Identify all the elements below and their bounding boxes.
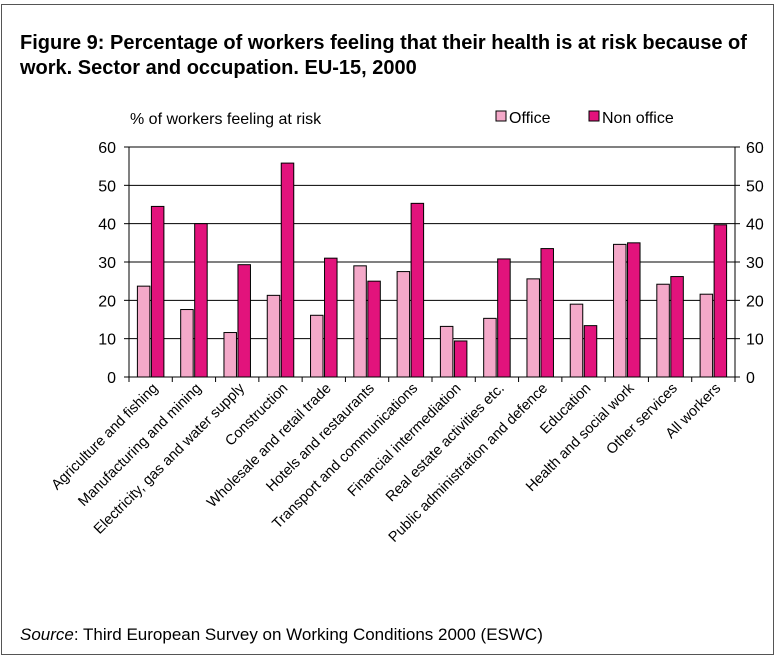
bar-office — [396, 271, 411, 378]
bar-office — [656, 283, 670, 378]
y-tick-label: 30 — [98, 255, 116, 272]
y-tick-label-right: 30 — [746, 255, 764, 272]
y-ticks-right: 0 10 20 30 40 50 60 — [735, 140, 764, 387]
bar-office — [569, 303, 584, 378]
bar-non-office — [713, 224, 728, 378]
y-tick-label: 10 — [98, 332, 116, 349]
bar-office — [223, 332, 237, 378]
y-tick-label-right: 10 — [746, 332, 764, 349]
y-axis-label: % of workers feeling at risk — [130, 111, 322, 128]
bar-non-office — [150, 205, 165, 378]
category-label: Public administration and defence — [386, 381, 551, 546]
bar-non-office — [194, 223, 208, 378]
bar-non-office — [237, 264, 251, 378]
bar-non-office — [670, 276, 684, 378]
y-tick-label: 60 — [98, 140, 116, 157]
bars — [136, 162, 728, 378]
bar-office — [526, 278, 540, 378]
source-label: Source — [20, 625, 74, 644]
y-tick-label: 20 — [98, 293, 116, 310]
bar-office — [353, 265, 367, 378]
bar-office — [136, 285, 151, 378]
bar-non-office — [497, 258, 511, 378]
legend-label: Non office — [602, 110, 674, 127]
y-tick-label: 40 — [98, 217, 116, 234]
bar-office — [483, 317, 497, 378]
bar-non-office — [453, 340, 468, 378]
chart-title: Figure 9: Percentage of workers feeling … — [20, 32, 747, 79]
source-text: : Third European Survey on Working Condi… — [73, 625, 543, 644]
figure-frame — [1, 4, 774, 655]
axes — [128, 146, 736, 382]
bar-non-office — [410, 202, 425, 378]
legend-label: Office — [509, 110, 551, 127]
y-tick-label-right: 20 — [746, 293, 764, 310]
y-tick-label: 50 — [98, 178, 116, 195]
bar-office — [266, 294, 281, 378]
y-tick-label-right: 60 — [746, 140, 764, 157]
bar-non-office — [583, 325, 598, 378]
gridlines — [129, 146, 735, 340]
bar-non-office — [367, 280, 381, 378]
y-tick-label-right: 50 — [746, 178, 764, 195]
bar-non-office — [280, 162, 295, 378]
bar-office — [180, 309, 194, 378]
y-ticks-left: 0 10 20 30 40 50 60 — [98, 140, 129, 387]
legend-swatch — [495, 110, 507, 122]
source-note: Source: Third European Survey on Working… — [20, 625, 543, 645]
y-tick-label-right: 0 — [746, 370, 755, 387]
y-tick-label-right: 40 — [746, 217, 764, 234]
legend-swatch — [588, 110, 600, 122]
bar-non-office — [324, 257, 338, 378]
bar-office — [439, 325, 454, 378]
y-tick-label: 0 — [107, 370, 116, 387]
bar-non-office — [627, 242, 641, 378]
bar-office — [310, 314, 324, 378]
legend: Office Non office — [495, 110, 674, 127]
bar-office — [699, 293, 714, 378]
bar-office — [613, 243, 627, 378]
bar-non-office — [540, 248, 554, 378]
